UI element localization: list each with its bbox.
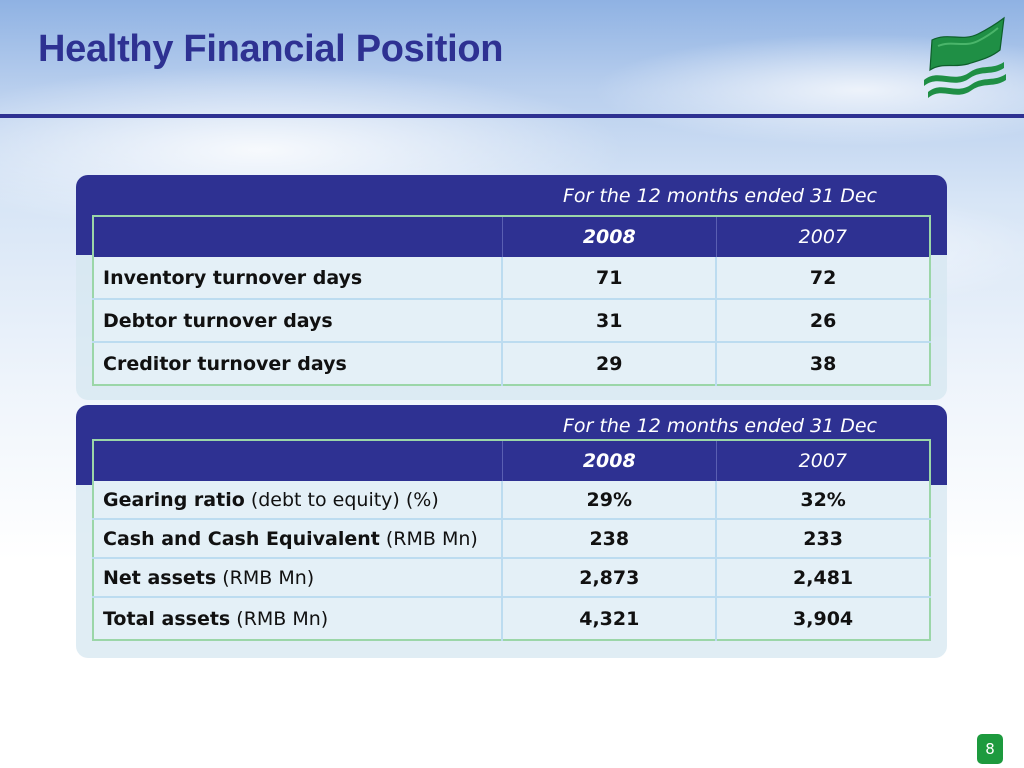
table-row: Total assets (RMB Mn) 4,321 3,904 — [93, 596, 930, 640]
balance-panel: For the 12 months ended 31 Dec 2008 2007… — [76, 405, 947, 658]
value-2008: 71 — [501, 257, 717, 299]
value-2008: 238 — [501, 518, 717, 558]
metric-name: Gearing ratio — [103, 488, 245, 511]
period-caption: For the 12 months ended 31 Dec — [562, 415, 877, 437]
metric-unit: (debt to equity) (%) — [244, 488, 439, 511]
metric-unit: (RMB Mn) — [216, 566, 315, 589]
green-flag-waves-logo — [924, 16, 1006, 98]
metric-label: Gearing ratio (debt to equity) (%) — [93, 481, 503, 519]
metric-name: Creditor turnover days — [103, 352, 347, 375]
metric-label: Debtor turnover days — [93, 298, 503, 342]
metric-unit: (RMB Mn) — [379, 527, 478, 550]
value-2007: 26 — [715, 298, 930, 342]
metric-name: Total assets — [103, 607, 231, 630]
value-2008: 29% — [501, 481, 717, 519]
value-2007: 32% — [715, 481, 930, 519]
metric-label: Net assets (RMB Mn) — [93, 557, 503, 597]
year-2007-header: 2007 — [715, 216, 930, 257]
value-2007: 72 — [715, 257, 930, 299]
header-blank-cell — [93, 440, 503, 481]
table-row: Creditor turnover days 29 38 — [93, 341, 930, 385]
table-header-row: 2008 2007 — [93, 440, 930, 481]
table-header-row: 2008 2007 — [93, 216, 930, 257]
metric-name: Inventory turnover days — [103, 266, 363, 289]
page-number-badge: 8 — [977, 734, 1003, 764]
slide-title: Healthy Financial Position — [38, 28, 504, 70]
balance-table: 2008 2007 Gearing ratio (debt to equity)… — [92, 439, 931, 641]
value-2007: 38 — [715, 341, 930, 385]
value-2008: 31 — [501, 298, 717, 342]
metric-name: Net assets — [103, 566, 217, 589]
period-caption: For the 12 months ended 31 Dec — [562, 185, 877, 207]
table-row: Gearing ratio (debt to equity) (%) 29% 3… — [93, 481, 930, 519]
metric-label: Total assets (RMB Mn) — [93, 596, 503, 640]
value-2008: 4,321 — [501, 596, 717, 640]
metric-name: Cash and Cash Equivalent — [103, 527, 380, 550]
table-row: Debtor turnover days 31 26 — [93, 298, 930, 342]
metric-unit: (RMB Mn) — [230, 607, 329, 630]
value-2007: 2,481 — [715, 557, 930, 597]
header-blank-cell — [93, 216, 503, 257]
metric-label: Inventory turnover days — [93, 257, 503, 299]
value-2007: 3,904 — [715, 596, 930, 640]
metric-label: Cash and Cash Equivalent (RMB Mn) — [93, 518, 503, 558]
year-2007-header: 2007 — [715, 440, 930, 481]
table-row: Cash and Cash Equivalent (RMB Mn) 238 23… — [93, 518, 930, 558]
table-row: Net assets (RMB Mn) 2,873 2,481 — [93, 557, 930, 597]
year-2008-header: 2008 — [501, 440, 717, 481]
year-2008-header: 2008 — [501, 216, 717, 257]
metric-name: Debtor turnover days — [103, 309, 333, 332]
title-divider — [0, 114, 1024, 118]
value-2007: 233 — [715, 518, 930, 558]
value-2008: 29 — [501, 341, 717, 385]
turnover-panel: For the 12 months ended 31 Dec 2008 2007… — [76, 175, 947, 400]
metric-label: Creditor turnover days — [93, 341, 503, 385]
value-2008: 2,873 — [501, 557, 717, 597]
table-row: Inventory turnover days 71 72 — [93, 257, 930, 299]
turnover-table: 2008 2007 Inventory turnover days 71 72 … — [92, 215, 931, 386]
